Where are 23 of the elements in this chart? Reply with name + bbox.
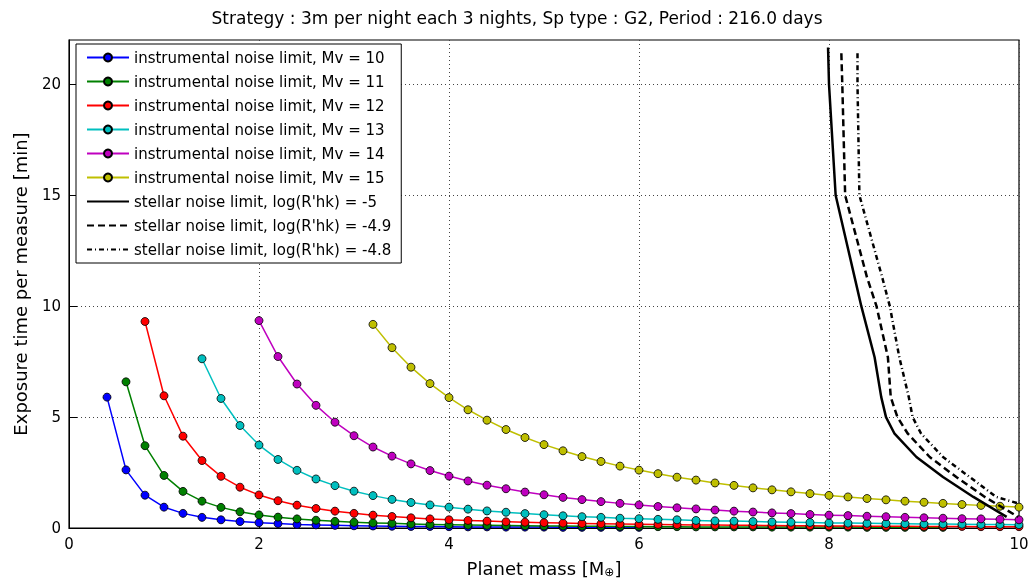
y-tick-label: 0: [51, 519, 61, 537]
y-tick-label: 5: [51, 408, 61, 427]
y-tick-label: 20: [41, 75, 61, 94]
legend-label: stellar noise limit, log(R'hk) = -4.9: [134, 216, 392, 235]
y-axis-title: Exposure time per measure [min]: [9, 132, 31, 436]
x-tick-label: 10: [1009, 534, 1029, 553]
legend-label: instrumental noise limit, Mv = 12: [134, 96, 385, 115]
legend-label: instrumental noise limit, Mv = 13: [134, 120, 385, 139]
legend-label: instrumental noise limit, Mv = 15: [134, 168, 385, 187]
legend-label: instrumental noise limit, Mv = 10: [134, 48, 385, 67]
legend-label: stellar noise limit, log(R'hk) = -5: [134, 192, 377, 211]
legend-label: instrumental noise limit, Mv = 11: [134, 72, 385, 91]
x-tick-label: 2: [254, 534, 264, 553]
chart-title: Strategy : 3m per night each 3 nights, Sp type : G2, Period : 216.0 days: [211, 7, 823, 28]
x-tick-label: 8: [824, 534, 834, 553]
legend-label: stellar noise limit, log(R'hk) = -4.8: [134, 240, 392, 259]
x-tick-label: 4: [444, 534, 454, 553]
x-tick-label: 6: [634, 534, 644, 553]
y-tick-label: 15: [41, 186, 61, 205]
legend-label: instrumental noise limit, Mv = 14: [134, 144, 385, 163]
y-tick-label: 10: [41, 297, 61, 316]
x-tick-label: 0: [64, 534, 74, 553]
x-axis-title: Planet mass [M⊕]: [466, 557, 622, 579]
